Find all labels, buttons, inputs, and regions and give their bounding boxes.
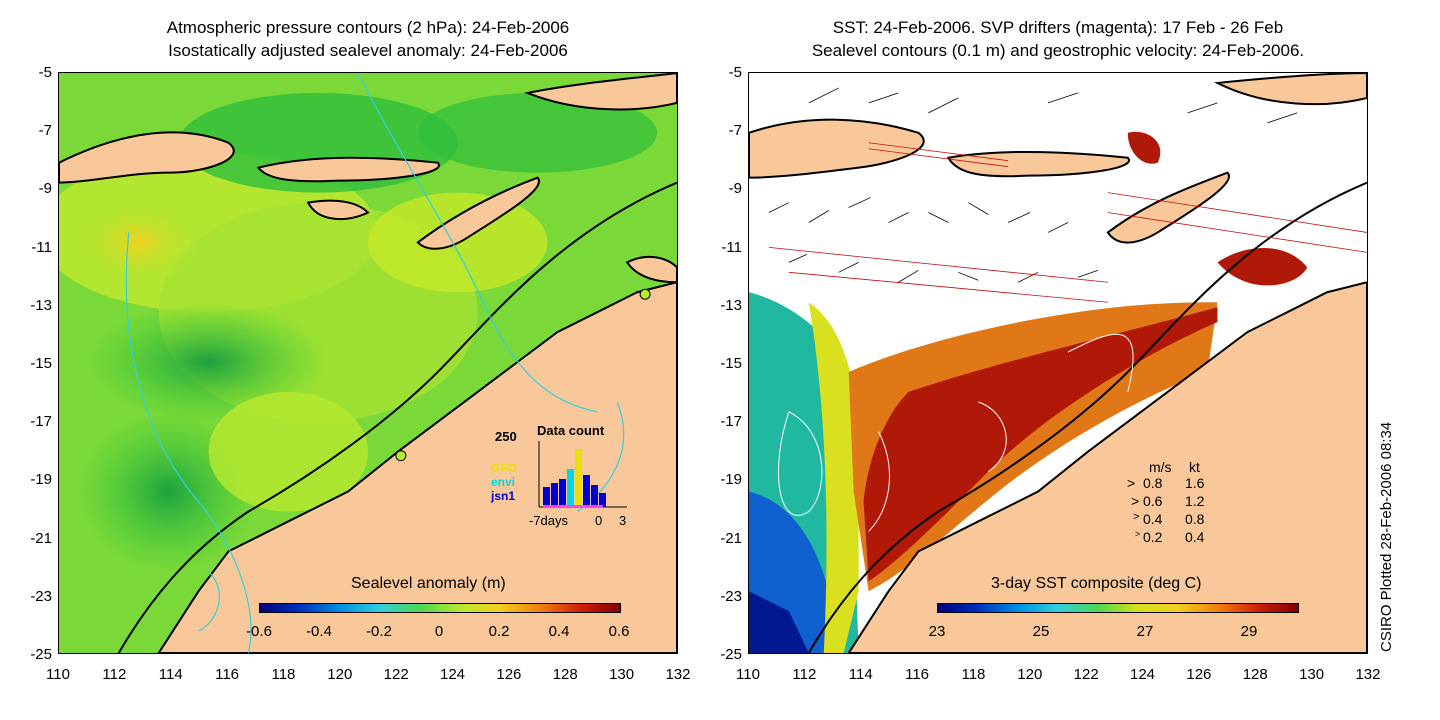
sealevel-anomaly-map[interactable]: 250 Data count GFO envi jsn1 -7days 0 3 … — [58, 72, 678, 654]
velocity-legend-ms: 0.2 — [1143, 529, 1163, 545]
x-axis-tick: 112 — [792, 666, 817, 683]
left-cb-tick: -0.2 — [366, 623, 392, 640]
x-axis-tick: 116 — [215, 666, 240, 683]
y-axis-tick: -15 — [30, 355, 52, 372]
left-cb-tick: -0.6 — [246, 623, 272, 640]
velocity-legend-ms: 0.8 — [1143, 475, 1163, 491]
left-cb-tick: 0.2 — [488, 623, 510, 640]
x-axis-tick: 114 — [158, 666, 183, 683]
side-caption: CSIRO Plotted 28-Feb-2006 08:34 — [1378, 421, 1395, 652]
y-axis-tick: -5 — [728, 64, 742, 81]
inset-axis-end: 3 — [619, 513, 627, 528]
y-axis-tick: -21 — [30, 529, 52, 547]
velocity-legend-arrow: > — [1127, 475, 1136, 491]
left-cb-tick: 0.6 — [608, 623, 630, 640]
x-axis-tick: 118 — [961, 666, 986, 683]
left-colorbar-title: Sealevel anomaly (m) — [351, 575, 506, 592]
right-colorbar-title: 3-day SST composite (deg C) — [991, 575, 1202, 592]
x-axis-tick: 126 — [1186, 666, 1212, 683]
inset-sat-gfo: GFO — [491, 461, 517, 475]
velocity-legend-ms: 0.4 — [1143, 511, 1163, 527]
y-axis-tick: -9 — [728, 180, 742, 198]
y-axis-tick: -23 — [720, 587, 742, 605]
right-cb-tick: 27 — [1136, 623, 1154, 640]
y-axis-tick: -23 — [30, 587, 52, 605]
sealevel-map-graphic — [59, 73, 677, 653]
x-axis-tick: 110 — [736, 666, 760, 683]
y-axis-tick: -25 — [30, 646, 52, 663]
y-axis-tick: -13 — [720, 296, 742, 314]
inset-title: Data count — [537, 423, 605, 438]
x-axis-tick: 132 — [665, 666, 691, 683]
y-axis-tick: -17 — [30, 413, 52, 431]
x-axis-tick: 124 — [1130, 666, 1156, 683]
left-cb-tick: 0.4 — [548, 623, 570, 640]
x-axis-tick: 130 — [1299, 666, 1325, 683]
right-title-line1: SST: 24-Feb-2006. SVP drifters (magenta)… — [832, 18, 1284, 37]
y-axis-tick: -5 — [38, 64, 52, 81]
y-axis-tick: -25 — [720, 646, 742, 663]
x-axis-tick: 120 — [327, 666, 353, 683]
sst-map[interactable]: m/s kt > 0.8 1.6 > 0.6 1.2 > 0.4 0.8 > 0… — [748, 72, 1368, 654]
x-axis-tick: 130 — [609, 666, 635, 683]
left-cb-tick: 0 — [434, 623, 444, 640]
velocity-legend-kt: 0.4 — [1185, 529, 1205, 545]
inset-histogram — [538, 441, 627, 508]
y-axis-tick: -19 — [30, 471, 52, 489]
inset-sat-jsn1: jsn1 — [491, 489, 516, 503]
y-axis-tick: -17 — [720, 413, 742, 431]
right-colorbar — [937, 603, 1299, 613]
inset-axis-start: -7days — [529, 513, 569, 528]
x-axis-tick: 122 — [383, 666, 409, 683]
left-title-line2: Isostatically adjusted sealevel anomaly:… — [168, 41, 568, 60]
x-axis-tick: 120 — [1017, 666, 1043, 683]
right-cb-tick: 23 — [928, 623, 946, 640]
velocity-legend-arrow: > — [1131, 493, 1140, 509]
inset-axis-zero: 0 — [595, 513, 603, 528]
right-cb-tick: 29 — [1240, 623, 1258, 640]
y-axis-tick: -15 — [720, 355, 742, 372]
inset-sat-envi: envi — [491, 475, 516, 489]
x-axis-tick: 128 — [1242, 666, 1268, 683]
y-axis-tick: -21 — [720, 529, 742, 547]
x-axis-tick: 118 — [271, 666, 296, 683]
velocity-legend-kt: 1.2 — [1185, 493, 1205, 509]
velocity-legend-kt: 1.6 — [1185, 475, 1205, 491]
x-axis-tick: 112 — [102, 666, 127, 683]
y-axis-tick: -7 — [728, 122, 742, 140]
inset-max-label: 250 — [495, 429, 517, 444]
y-axis-tick: -9 — [38, 180, 52, 198]
x-axis-tick: 128 — [552, 666, 578, 683]
velocity-legend-arrow: > — [1133, 511, 1140, 523]
x-axis-tick: 126 — [496, 666, 522, 683]
left-colorbar — [259, 603, 621, 613]
x-axis-tick: 124 — [440, 666, 466, 683]
right-cb-tick: 25 — [1032, 623, 1050, 640]
right-title-line2: Sealevel contours (0.1 m) and geostrophi… — [811, 41, 1305, 60]
velocity-legend-header-kt: kt — [1189, 459, 1200, 475]
x-axis-tick: 122 — [1073, 666, 1099, 683]
y-axis-tick: -11 — [721, 238, 742, 256]
sst-map-graphic — [749, 73, 1367, 653]
left-cb-tick: -0.4 — [306, 623, 332, 640]
velocity-legend-kt: 0.8 — [1185, 511, 1205, 527]
y-axis-tick: -19 — [720, 471, 742, 489]
x-axis-tick: 132 — [1355, 666, 1381, 683]
y-axis-tick: -13 — [30, 296, 52, 314]
x-axis-tick: 114 — [848, 666, 873, 683]
velocity-legend-ms: 0.6 — [1143, 493, 1163, 509]
x-axis-tick: 116 — [905, 666, 930, 683]
velocity-legend-header-ms: m/s — [1149, 459, 1172, 475]
x-axis-tick: 110 — [46, 666, 70, 683]
y-axis-tick: -11 — [31, 238, 52, 256]
velocity-legend-arrow: > — [1135, 529, 1141, 539]
left-title-line1: Atmospheric pressure contours (2 hPa): 2… — [166, 18, 570, 37]
y-axis-tick: -7 — [38, 122, 52, 140]
